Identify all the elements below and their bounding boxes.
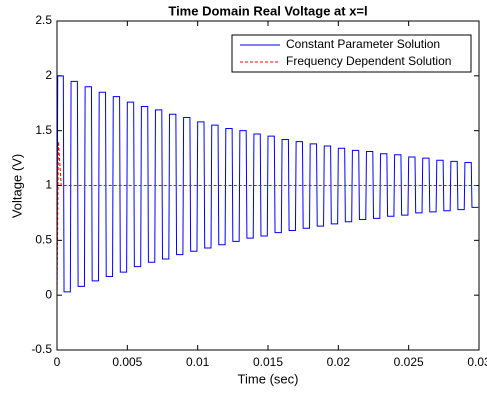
y-tick-label: -0.5	[31, 342, 52, 356]
x-tick-label: 0.02	[327, 355, 351, 369]
chart-title: Time Domain Real Voltage at x=l	[168, 3, 367, 18]
x-tick-label: 0.025	[394, 355, 424, 369]
line-series	[57, 75, 479, 296]
axes-box	[56, 20, 480, 351]
y-tick-label: 1.5	[35, 123, 52, 137]
y-tick-label: 0.5	[35, 233, 52, 247]
x-tick-label: 0.01	[186, 355, 210, 369]
y-tick-label: 2	[45, 68, 52, 82]
x-axis-label: Time (sec)	[238, 371, 299, 386]
legend-label: Frequency Dependent Solution	[286, 54, 451, 68]
y-axis-label: Voltage (V)	[9, 154, 24, 218]
y-tick-label: 1	[45, 178, 52, 192]
line-series	[57, 141, 479, 296]
legend-box	[231, 34, 472, 73]
y-tick-label: 0	[45, 287, 52, 301]
legend-label: Constant Parameter Solution	[286, 37, 440, 51]
x-tick-label: 0.03	[467, 355, 487, 369]
y-tick-label: 2.5	[35, 13, 52, 27]
plot-lines	[57, 75, 479, 296]
x-tick-label: 0.015	[253, 355, 283, 369]
x-tick-label: 0	[54, 355, 61, 369]
x-tick-label: 0.005	[112, 355, 142, 369]
